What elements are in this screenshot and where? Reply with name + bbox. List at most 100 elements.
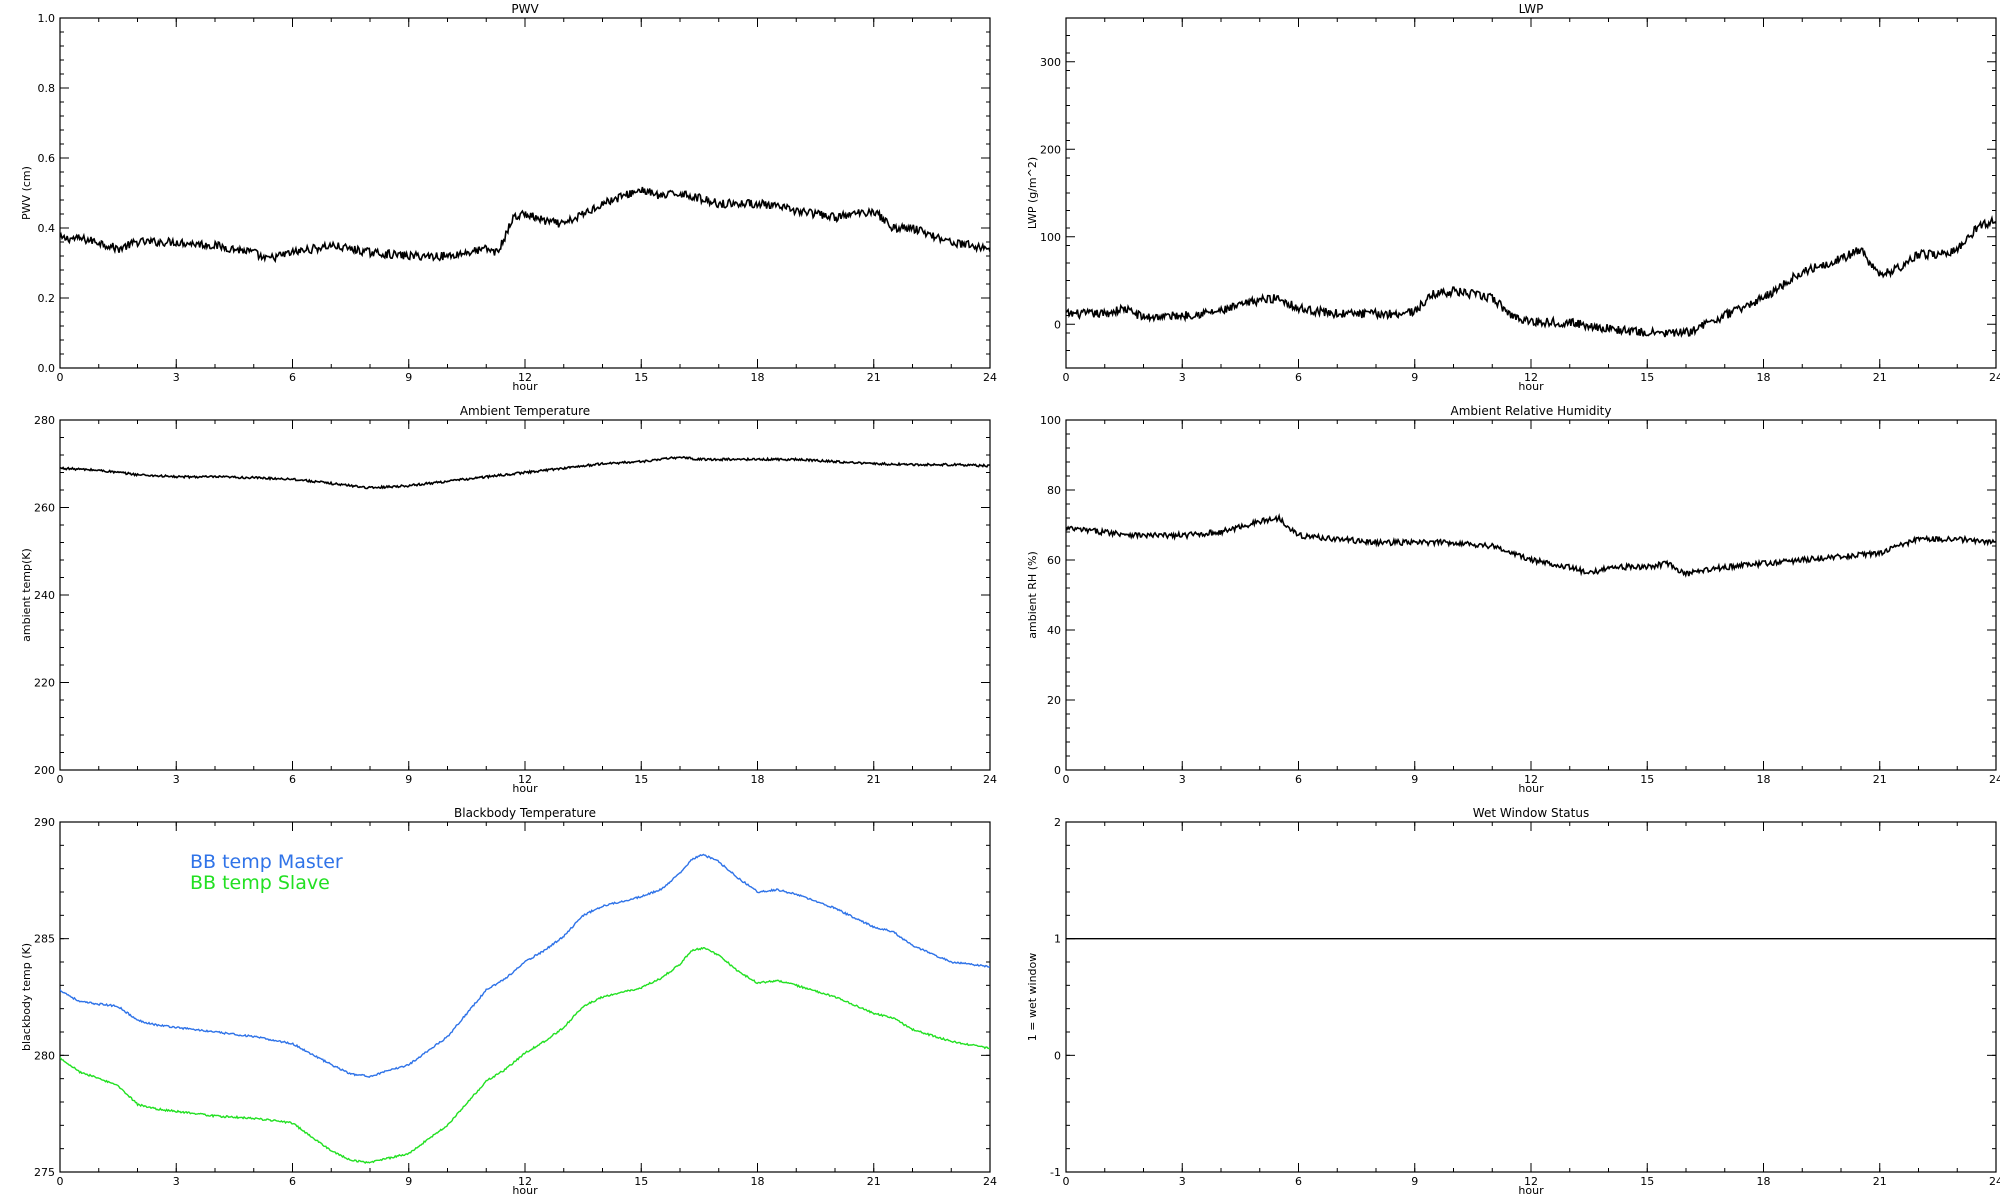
plot-frame [1065,17,1997,369]
y-axis-label: ambient RH (%) [1026,551,1039,639]
x-tick-label: 21 [867,1175,881,1188]
x-tick-label: 0 [1063,773,1070,786]
x-tick-label: 9 [1411,773,1418,786]
x-axis-label: hour [512,1184,538,1197]
chart-panel-3: Ambient Relative Humidity hour ambient RH … [1026,404,2000,795]
plot-frame [1065,419,1997,771]
y-tick-label: 0.0 [38,362,56,375]
y-tick-label: 20 [1047,694,1061,707]
x-tick-label: 12 [1524,371,1538,384]
y-tick-label: 1 [1054,933,1061,946]
y-tick-label: 100 [1040,414,1061,427]
y-tick-label: 200 [34,764,55,777]
y-tick-label: 0.2 [38,292,56,305]
y-tick-label: -1 [1050,1166,1061,1179]
y-tick-label: 260 [34,502,55,515]
x-tick-label: 0 [57,371,64,384]
y-tick-label: 275 [34,1166,55,1179]
x-tick-label: 9 [1411,371,1418,384]
y-axis-label: LWP (g/m^2) [1026,157,1039,229]
y-tick-label: 0 [1054,1049,1061,1062]
y-tick-label: 0 [1054,318,1061,331]
x-tick-label: 3 [173,1175,180,1188]
x-tick-label: 24 [983,773,997,786]
x-tick-label: 3 [173,371,180,384]
x-tick-label: 12 [518,1175,532,1188]
x-tick-label: 3 [1179,1175,1186,1188]
chart-title: Ambient Relative Humidity [1451,404,1612,418]
y-tick-label: 220 [34,677,55,690]
x-tick-label: 6 [289,1175,296,1188]
x-tick-label: 6 [289,371,296,384]
x-tick-label: 15 [634,773,648,786]
x-tick-label: 6 [289,773,296,786]
y-tick-label: 240 [34,589,55,602]
y-tick-label: 300 [1040,56,1061,69]
x-tick-label: 18 [751,1175,765,1188]
x-tick-label: 15 [1640,1175,1654,1188]
chart-panel-4: Blackbody Temperature hour blackbody temp … [20,806,997,1197]
series-line-1 [60,946,990,1164]
chart-panel-5: Wet Window Status hour 1 = wet window 0 3 6 9 1… [1026,806,2000,1197]
x-tick-label: 12 [1524,1175,1538,1188]
plot-frame [1065,821,1997,1173]
chart-title: Wet Window Status [1473,806,1589,820]
series-line-0 [60,853,990,1079]
x-tick-label: 18 [751,773,765,786]
x-tick-label: 21 [1873,371,1887,384]
plot-frame [59,419,991,771]
x-tick-label: 15 [1640,773,1654,786]
x-tick-label: 9 [405,1175,412,1188]
y-tick-label: 0.8 [38,82,56,95]
x-axis-label: hour [512,380,538,393]
y-tick-label: 0.6 [38,152,56,165]
chart-title: LWP [1519,2,1544,16]
x-axis-label: hour [1518,782,1544,795]
x-tick-label: 15 [634,1175,648,1188]
legend-entry: BB temp Master [190,851,343,873]
y-tick-label: 285 [34,933,55,946]
x-tick-label: 12 [1524,773,1538,786]
x-tick-label: 6 [1295,1175,1302,1188]
x-tick-label: 24 [1989,773,2000,786]
x-tick-label: 18 [751,371,765,384]
x-tick-label: 9 [405,371,412,384]
chart-title: Blackbody Temperature [454,806,596,820]
series-line-0 [60,455,990,490]
x-tick-label: 0 [57,773,64,786]
chart-title: Ambient Temperature [460,404,590,418]
x-tick-label: 3 [173,773,180,786]
y-tick-label: 40 [1047,624,1061,637]
x-tick-label: 24 [983,1175,997,1188]
y-tick-label: 1.0 [38,12,56,25]
x-tick-label: 21 [867,371,881,384]
chart-panel-0: PWV hour PWV (cm) 0 3 6 9 12 15 18 21 24 0.0 0.2 0.4 0.… [20,2,997,393]
legend-entry: BB temp Slave [190,872,330,894]
y-axis-label: PWV (cm) [20,166,33,220]
x-tick-label: 3 [1179,773,1186,786]
x-tick-label: 12 [518,773,532,786]
y-tick-label: 280 [34,1049,55,1062]
x-tick-label: 15 [1640,371,1654,384]
y-tick-label: 100 [1040,231,1061,244]
x-tick-label: 6 [1295,773,1302,786]
y-tick-label: 0 [1054,764,1061,777]
x-tick-label: 9 [405,773,412,786]
y-tick-label: 200 [1040,143,1061,156]
x-tick-label: 18 [1757,1175,1771,1188]
x-tick-label: 21 [1873,1175,1887,1188]
x-tick-label: 0 [57,1175,64,1188]
x-tick-label: 21 [1873,773,1887,786]
y-axis-label: ambient temp(K) [20,548,33,642]
x-tick-label: 12 [518,371,532,384]
y-tick-label: 280 [34,414,55,427]
x-axis-label: hour [1518,1184,1544,1197]
chart-title: PWV [511,2,539,16]
x-tick-label: 24 [1989,1175,2000,1188]
x-tick-label: 0 [1063,371,1070,384]
x-tick-label: 18 [1757,371,1771,384]
x-tick-label: 6 [1295,371,1302,384]
series-line-0 [1066,214,1996,339]
x-axis-label: hour [1518,380,1544,393]
